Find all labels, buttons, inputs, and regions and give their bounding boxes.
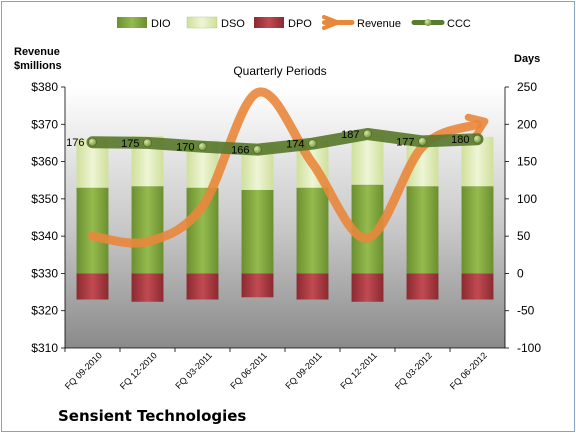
right-axis-tick-label: 0	[517, 266, 524, 280]
ccc-point	[363, 129, 372, 139]
ccc-data-label: 176	[66, 137, 84, 149]
dpo-bar	[351, 273, 384, 302]
dpo-bar	[131, 273, 164, 302]
ccc-data-label: 180	[451, 134, 469, 146]
legend-label-dso: DSO	[221, 18, 245, 30]
left-axis-tick-label: $330	[31, 266, 58, 280]
dio-bar	[76, 187, 109, 274]
legend-label-dio: DIO	[151, 18, 171, 30]
left-axis-tick-label: $370	[31, 117, 58, 131]
ccc-point	[143, 138, 152, 148]
ccc-line	[86, 128, 484, 156]
right-axis-tick-label: 200	[517, 117, 537, 131]
dio-bar	[406, 186, 439, 274]
left-axis-tick-label: $320	[31, 304, 58, 318]
legend-swatch-dio	[117, 17, 147, 28]
left-axis-tick-label: $350	[31, 192, 58, 206]
right-axis-tick-label: 150	[517, 155, 537, 169]
dpo-bar	[406, 273, 439, 300]
legend-swatch-dso	[186, 16, 218, 29]
ccc-data-label: 170	[176, 142, 194, 154]
ccc-data-label: 177	[396, 136, 414, 148]
revenue-line	[88, 87, 482, 248]
right-axis-tick-label: 100	[517, 192, 537, 206]
revenue-arrowhead	[464, 113, 489, 140]
ccc-data-label: 187	[341, 129, 359, 141]
legend-label-ccc: CCC	[447, 18, 471, 30]
ccc-point	[253, 145, 262, 154]
legend-swatch-dpo	[254, 17, 284, 28]
legend-label-dpo: DPO	[288, 18, 312, 30]
dpo-bar	[296, 273, 329, 300]
right-axis-tick-label: -50	[517, 304, 535, 318]
right-axis-tick-label: 50	[517, 229, 531, 243]
dio-bar	[241, 189, 274, 274]
dpo-bar	[186, 273, 219, 300]
right-axis-tick-label: 250	[517, 80, 537, 94]
dio-bar	[296, 187, 329, 274]
ccc-data-label: 175	[121, 138, 139, 150]
dpo-bar	[241, 273, 274, 298]
left-axis-tick-label: $340	[31, 229, 58, 243]
left-axis-tick-label: $380	[31, 80, 58, 94]
company-name: Sensient Technologies	[58, 407, 246, 425]
left-axis-label-line2: $millions	[14, 60, 62, 72]
ccc-point	[308, 139, 317, 148]
chart-title: Quarterly Periods	[233, 64, 326, 78]
legend-label-revenue: Revenue	[357, 18, 401, 30]
left-axis-tick-label: $310	[31, 341, 58, 355]
ccc-point	[473, 134, 482, 144]
ccc-point	[88, 137, 97, 147]
dpo-bar	[76, 273, 109, 300]
legend-swatch-ccc-dot	[424, 19, 432, 26]
left-axis-tick-label: $360	[31, 155, 58, 169]
dio-bar	[461, 186, 494, 274]
dpo-bar	[461, 273, 494, 300]
ccc-data-label: 174	[286, 139, 304, 151]
ccc-label-group: 176 175 170 166 174 187 177 180	[66, 129, 469, 157]
dio-bar	[131, 186, 164, 274]
line-group	[86, 87, 489, 248]
right-axis-label: Days	[514, 53, 540, 65]
ccc-data-label: 166	[231, 145, 249, 157]
ccc-point	[418, 137, 427, 146]
legend: DIO DSO DPO Revenue CCC	[117, 15, 471, 30]
plot-area	[65, 87, 505, 348]
left-axis-label-line1: Revenue	[14, 46, 60, 58]
ccc-point	[198, 142, 207, 151]
right-axis-tick-label: -100	[517, 341, 541, 355]
